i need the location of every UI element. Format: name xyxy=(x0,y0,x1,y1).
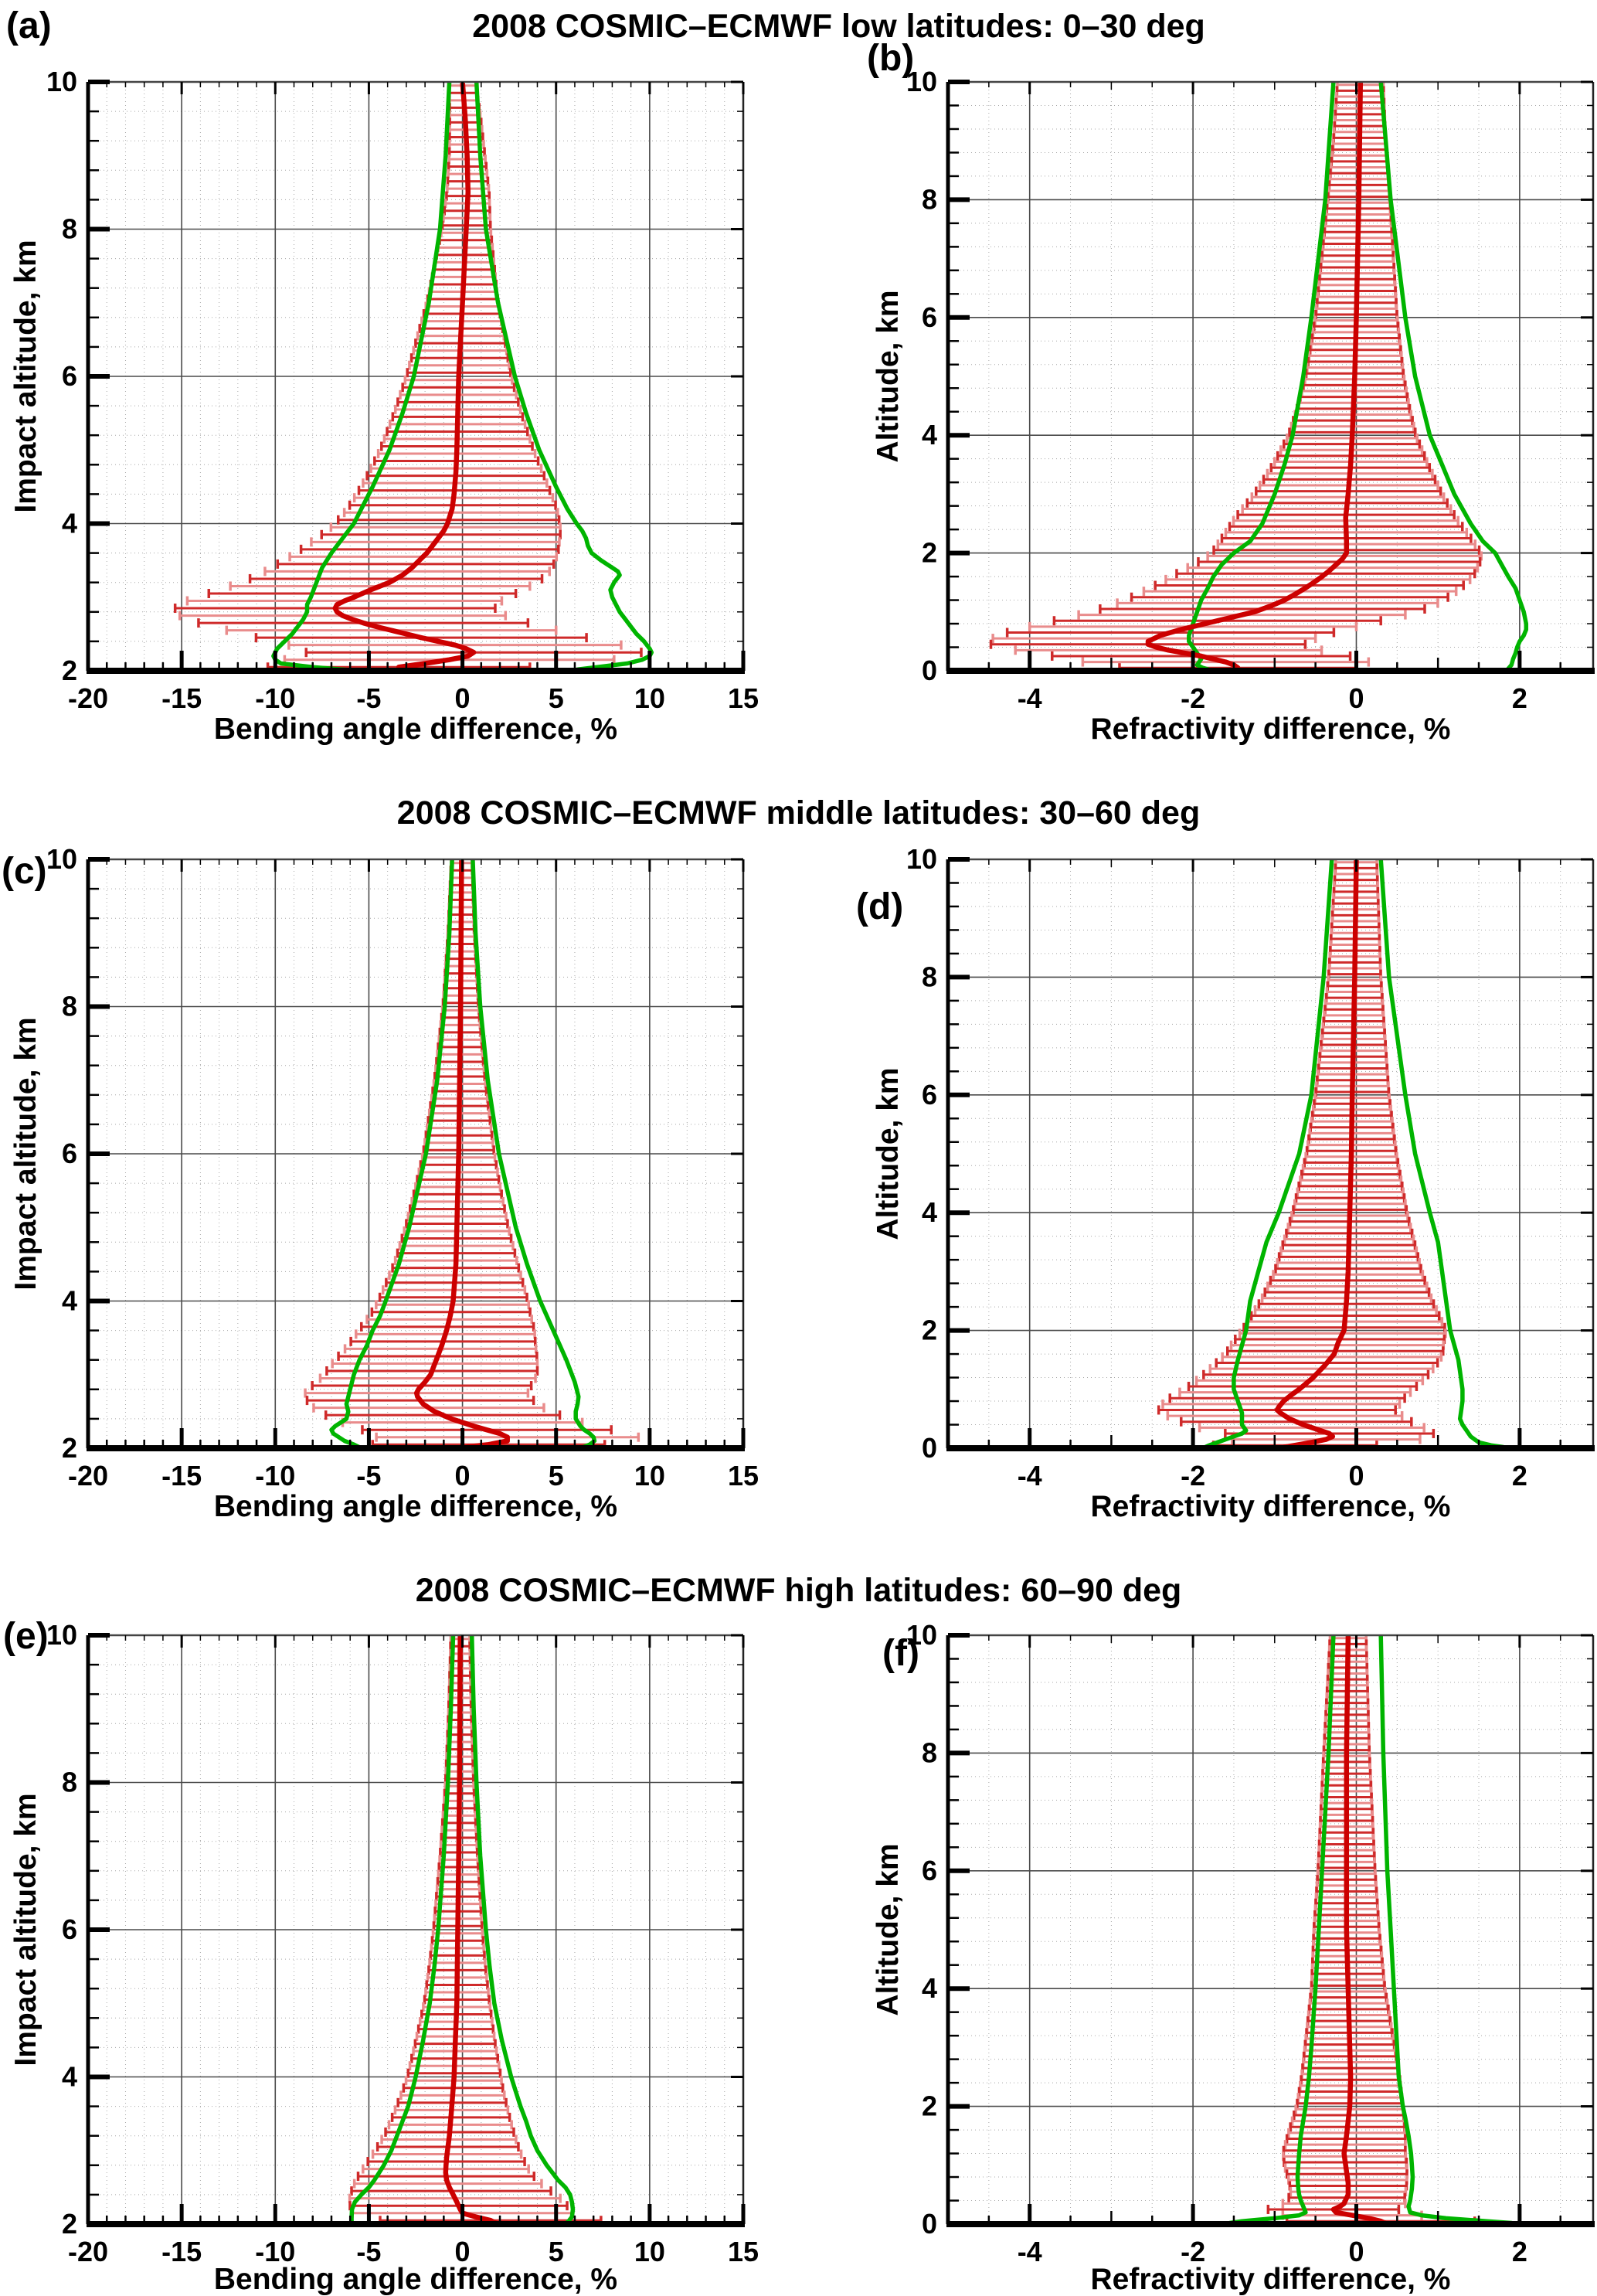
panel-a-xaxis-title: Bending angle difference, % xyxy=(213,713,618,746)
svg-text:2: 2 xyxy=(1512,2236,1527,2267)
svg-text:-20: -20 xyxy=(68,1460,108,1492)
svg-text:8: 8 xyxy=(922,961,937,992)
svg-text:2: 2 xyxy=(62,655,77,686)
svg-text:4: 4 xyxy=(922,1972,937,2004)
svg-text:-2: -2 xyxy=(1181,2236,1205,2267)
svg-text:0: 0 xyxy=(455,682,471,714)
svg-text:6: 6 xyxy=(922,301,937,333)
svg-text:0: 0 xyxy=(455,2236,471,2267)
svg-text:6: 6 xyxy=(62,1138,77,1169)
svg-text:8: 8 xyxy=(922,183,937,215)
panel-label-b: (b) xyxy=(867,38,915,79)
svg-text:-20: -20 xyxy=(68,2236,108,2267)
panel-label-c: (c) xyxy=(2,851,47,892)
row1-title: 2008 COSMIC–ECMWF low latitudes: 0–30 de… xyxy=(472,8,1205,45)
svg-text:2: 2 xyxy=(62,1432,77,1464)
panel-a-plot: -20 -15 -10 -5 0 5 10 15 2 4 6 8 10 xyxy=(46,66,759,714)
panel-b-plot: -4 -2 0 2 0 2 4 6 8 10 xyxy=(906,66,1595,714)
svg-text:2: 2 xyxy=(1512,682,1527,714)
panel-f-plot: -4 -2 0 2 0 2 4 6 8 10 xyxy=(906,1619,1595,2267)
svg-text:-5: -5 xyxy=(356,682,381,714)
svg-text:15: 15 xyxy=(728,1460,759,1492)
svg-text:8: 8 xyxy=(922,1736,937,1768)
svg-text:6: 6 xyxy=(62,360,77,392)
svg-text:5: 5 xyxy=(549,2236,564,2267)
panel-c-xaxis-title: Bending angle difference, % xyxy=(213,1490,618,1523)
svg-text:5: 5 xyxy=(549,1460,564,1492)
panel-b-xaxis-title: Refractivity difference, % xyxy=(1090,713,1451,746)
svg-text:-5: -5 xyxy=(356,2236,381,2267)
panel-e-xaxis-title: Bending angle difference, % xyxy=(213,2263,618,2296)
panel-label-a: (a) xyxy=(6,5,52,46)
svg-text:-4: -4 xyxy=(1018,1460,1042,1492)
panel-label-d: (d) xyxy=(856,886,904,927)
svg-text:8: 8 xyxy=(62,991,77,1022)
svg-text:10: 10 xyxy=(634,2236,665,2267)
panel-c-plot: -20 -15 -10 -5 0 5 10 15 2 4 6 8 10 xyxy=(46,843,759,1492)
svg-text:-15: -15 xyxy=(161,1460,202,1492)
svg-text:-4: -4 xyxy=(1018,2236,1042,2267)
svg-text:6: 6 xyxy=(922,1855,937,1886)
svg-text:0: 0 xyxy=(922,2208,937,2240)
svg-text:15: 15 xyxy=(728,682,759,714)
svg-text:-10: -10 xyxy=(255,2236,295,2267)
panel-a-yaxis-title: Impact altitude, km xyxy=(9,240,42,513)
svg-text:-15: -15 xyxy=(161,682,202,714)
svg-text:2: 2 xyxy=(922,537,937,569)
svg-text:6: 6 xyxy=(922,1079,937,1111)
svg-text:4: 4 xyxy=(62,508,77,539)
svg-text:2: 2 xyxy=(922,1315,937,1346)
panel-f-yaxis-title: Altitude, km xyxy=(872,1843,905,2016)
panel-f-xaxis-title: Refractivity difference, % xyxy=(1090,2263,1451,2296)
svg-text:2: 2 xyxy=(62,2208,77,2240)
svg-text:4: 4 xyxy=(62,2061,77,2093)
svg-text:0: 0 xyxy=(1348,1460,1364,1492)
svg-text:10: 10 xyxy=(906,1619,937,1651)
panel-c-yaxis-title: Impact altitude, km xyxy=(9,1017,42,1291)
svg-text:-10: -10 xyxy=(255,1460,295,1492)
svg-text:-5: -5 xyxy=(356,1460,381,1492)
svg-text:5: 5 xyxy=(549,682,564,714)
svg-text:2: 2 xyxy=(1512,1460,1527,1492)
panel-d-xaxis-title: Refractivity difference, % xyxy=(1090,1490,1451,1523)
svg-text:-4: -4 xyxy=(1018,682,1042,714)
svg-text:2: 2 xyxy=(922,2090,937,2122)
svg-text:8: 8 xyxy=(62,1767,77,1798)
svg-text:10: 10 xyxy=(634,1460,665,1492)
svg-text:10: 10 xyxy=(46,1619,77,1651)
svg-text:4: 4 xyxy=(922,1196,937,1228)
panel-d-plot: -4 -2 0 2 0 2 4 6 8 10 xyxy=(906,843,1595,1492)
svg-text:-20: -20 xyxy=(68,682,108,714)
svg-text:15: 15 xyxy=(728,2236,759,2267)
svg-text:0: 0 xyxy=(1348,682,1364,714)
svg-text:0: 0 xyxy=(455,1460,471,1492)
panel-label-e: (e) xyxy=(3,1616,49,1657)
svg-text:4: 4 xyxy=(62,1285,77,1317)
panel-b-yaxis-title: Altitude, km xyxy=(872,290,905,463)
svg-text:0: 0 xyxy=(922,655,937,686)
svg-text:-10: -10 xyxy=(255,682,295,714)
svg-text:-2: -2 xyxy=(1181,1460,1205,1492)
row2-title: 2008 COSMIC–ECMWF middle latitudes: 30–6… xyxy=(396,794,1201,832)
panel-d-yaxis-title: Altitude, km xyxy=(872,1067,905,1240)
panel-e-yaxis-title: Impact altitude, km xyxy=(9,1793,42,2066)
svg-text:-2: -2 xyxy=(1181,682,1205,714)
panel-e-plot: -20 -15 -10 -5 0 5 10 15 2 4 6 8 10 xyxy=(46,1619,759,2267)
svg-text:4: 4 xyxy=(922,419,937,451)
svg-text:10: 10 xyxy=(46,66,77,97)
svg-text:10: 10 xyxy=(634,682,665,714)
svg-text:-15: -15 xyxy=(161,2236,202,2267)
svg-text:0: 0 xyxy=(922,1432,937,1464)
svg-text:0: 0 xyxy=(1348,2236,1364,2267)
row3-title: 2008 COSMIC–ECMWF high latitudes: 60–90 … xyxy=(415,1572,1182,1609)
svg-text:10: 10 xyxy=(906,66,937,97)
svg-text:10: 10 xyxy=(46,843,77,875)
svg-text:6: 6 xyxy=(62,1913,77,1945)
panel-label-f: (f) xyxy=(882,1633,919,1674)
svg-text:10: 10 xyxy=(906,843,937,875)
svg-text:8: 8 xyxy=(62,213,77,245)
